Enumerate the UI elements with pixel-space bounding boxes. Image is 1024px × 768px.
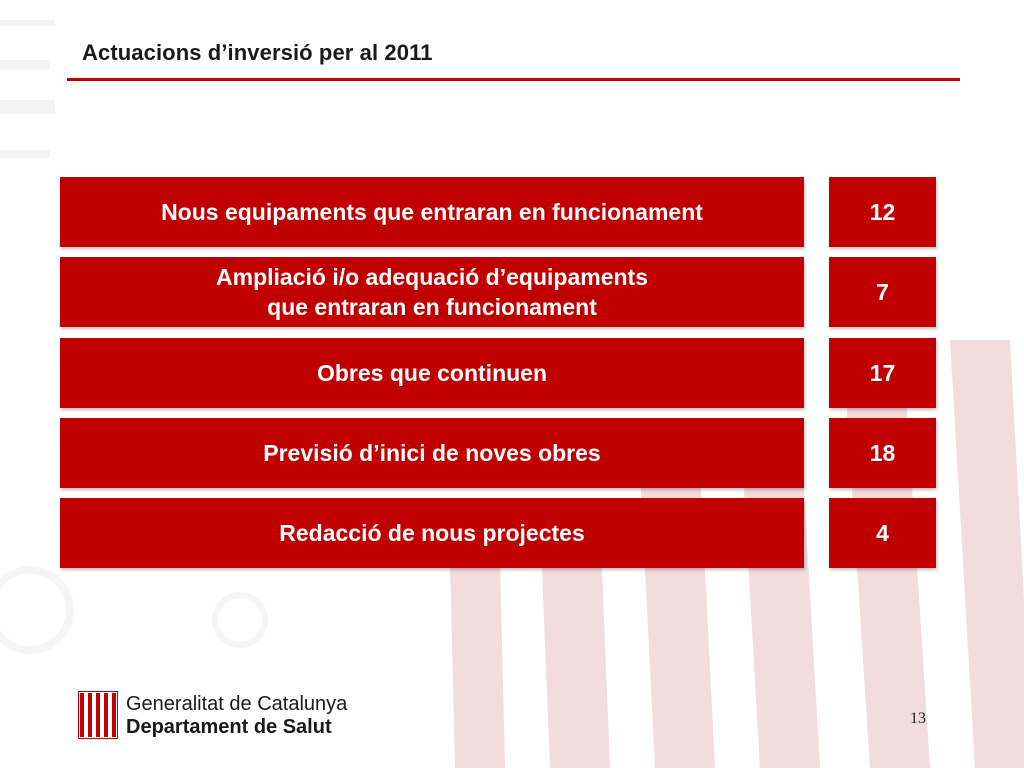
generalitat-flag-icon [78, 691, 118, 739]
page-number: 13 [910, 710, 926, 727]
row-value-planned-works: 18 [829, 418, 936, 488]
row-label-ongoing-works: Obres que continuen [60, 338, 804, 408]
row-label-text: Redacció de nous projectes [279, 520, 585, 546]
row-label-text: Ampliació i/o adequació d’equipaments qu… [216, 264, 648, 320]
row-label-new-projects: Redacció de nous projectes [60, 498, 804, 568]
footer-department: Departament de Salut [126, 716, 332, 738]
row-value-new-facilities: 12 [829, 177, 936, 247]
row-value-ongoing-works: 17 [829, 338, 936, 408]
slide-title: Actuacions d’inversió per al 2011 [82, 40, 433, 65]
row-label-planned-works: Previsió d’inici de noves obres [60, 418, 804, 488]
row-label-new-facilities: Nous equipaments que entraran en funcion… [60, 177, 804, 247]
row-value-new-projects: 4 [829, 498, 936, 568]
row-label-text: Obres que continuen [316, 360, 548, 386]
row-label-text: Nous equipaments que entraran en funcion… [161, 199, 703, 225]
title-divider [67, 78, 960, 81]
row-label-expansion: Ampliació i/o adequació d’equipaments qu… [60, 257, 804, 327]
footer-organization: Generalitat de Catalunya [126, 693, 348, 715]
row-value-expansion: 7 [829, 257, 936, 327]
row-label-text: Previsió d’inici de noves obres [263, 440, 601, 466]
